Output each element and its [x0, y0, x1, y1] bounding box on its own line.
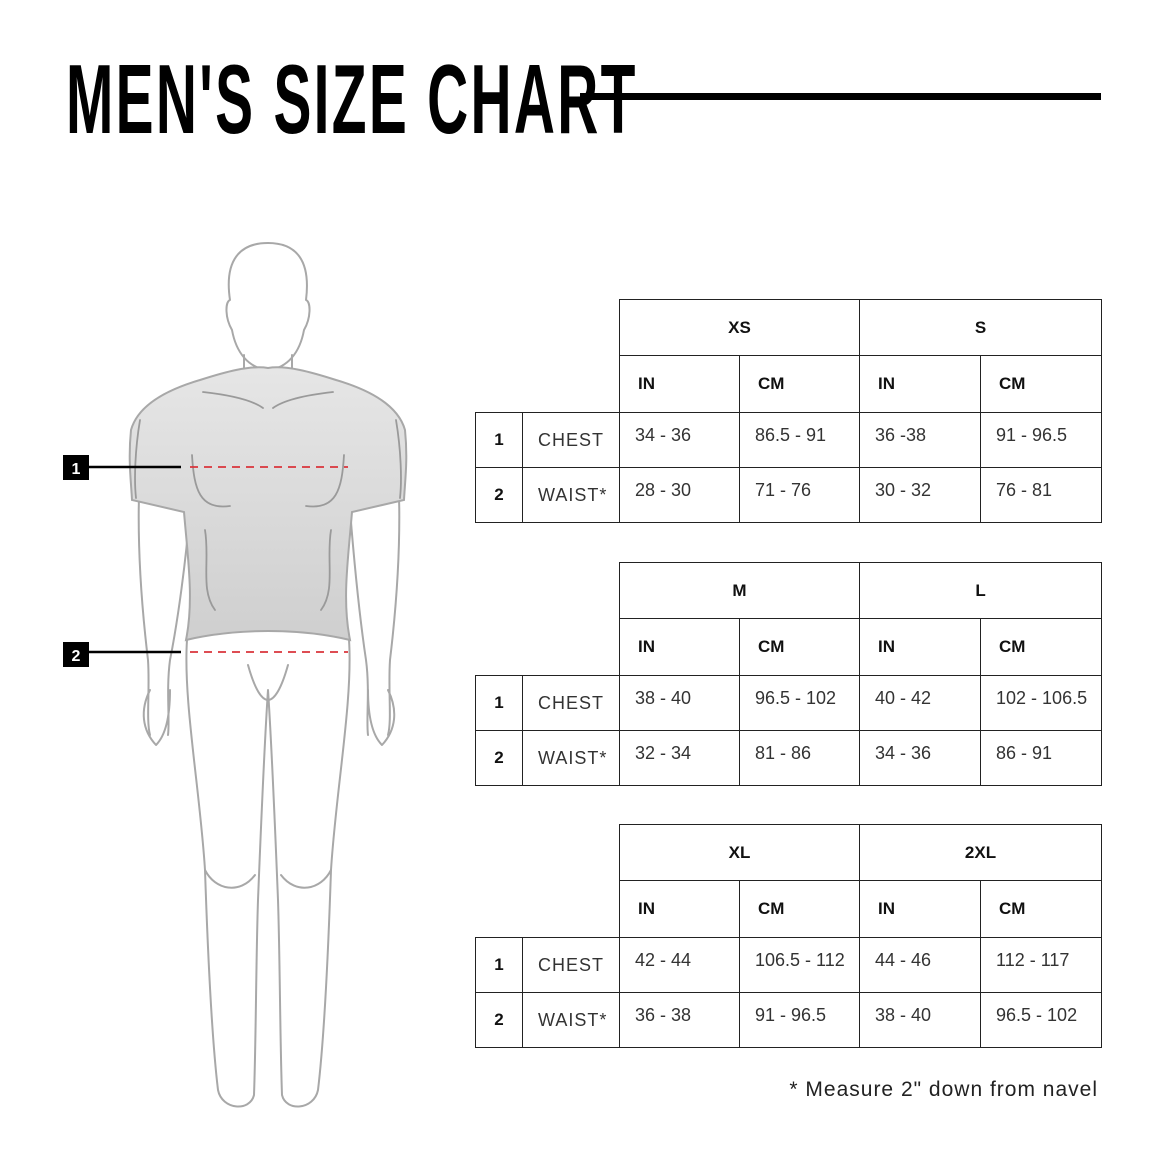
shirt [128, 366, 408, 642]
marker-2-label: 2 [72, 648, 81, 665]
size-header: XS [619, 299, 860, 356]
size-table-m-l: M L IN CM IN CM 1 CHEST 38 - 40 96.5 - 102 40 - 42… [475, 562, 1103, 786]
size-header: M [618, 562, 861, 619]
measurement-cell: 76 - 81 [980, 467, 1102, 523]
title-rule [580, 93, 1101, 100]
measurement-cell: 38 - 40 [859, 992, 982, 1048]
measurement-cell: 106.5 - 112 [738, 937, 861, 993]
legs [185, 639, 351, 1108]
size-header: XL [618, 824, 861, 881]
marker-1-box [63, 455, 89, 480]
size-header: L [859, 562, 1103, 619]
measurement-cell: 96.5 - 102 [980, 992, 1103, 1048]
row-label: CHEST [522, 937, 620, 993]
marker-2-box [63, 642, 89, 667]
row-number: 1 [475, 412, 523, 468]
table-row: 2 WAIST* 28 - 30 71 - 76 30 - 32 76 - 81 [475, 467, 1102, 523]
row-number: 2 [475, 992, 523, 1048]
row-label: CHEST [522, 675, 620, 731]
measurement-cell: 34 - 36 [859, 730, 982, 786]
measurement-cell: 91 - 96.5 [738, 992, 861, 1048]
table-row: 1 CHEST 38 - 40 96.5 - 102 40 - 42 102 - 106.… [475, 675, 1103, 731]
table-row: 1 CHEST 42 - 44 106.5 - 112 44 - 46 112 - 117 [475, 937, 1103, 993]
body-figure: 1 2 [63, 242, 408, 1108]
table-row: 2 WAIST* 32 - 34 81 - 86 34 - 36 86 - 91 [475, 730, 1103, 786]
row-label: WAIST* [522, 467, 620, 523]
blank-cell [476, 881, 620, 938]
blank-cell [476, 619, 620, 676]
size-header: S [859, 299, 1102, 356]
blank-cell [476, 563, 620, 619]
measurement-cell: 28 - 30 [619, 467, 740, 523]
blank-cell [476, 356, 620, 413]
unit-header: CM [738, 880, 861, 938]
measurement-cell: 71 - 76 [739, 467, 860, 523]
unit-header: CM [980, 618, 1103, 676]
row-label: WAIST* [522, 992, 620, 1048]
row-number: 1 [475, 675, 523, 731]
unit-header: IN [619, 355, 740, 413]
table-row: 1 CHEST 34 - 36 86.5 - 91 36 -38 91 - 96.5 [475, 412, 1102, 468]
row-label: CHEST [522, 412, 620, 468]
measurement-cell: 96.5 - 102 [738, 675, 861, 731]
measurement-cell: 36 - 38 [619, 992, 740, 1048]
blank-cell [476, 300, 620, 356]
footnote: * Measure 2" down from navel [789, 1078, 1098, 1101]
size-table-xl-2xl: XL 2XL IN CM IN CM 1 CHEST 42 - 44 106.5 - 112 44 … [475, 824, 1103, 1048]
blank-cell [476, 825, 620, 881]
size-header: 2XL [859, 824, 1103, 881]
unit-header: CM [980, 880, 1103, 938]
measurement-cell: 40 - 42 [859, 675, 982, 731]
measurement-cell: 44 - 46 [859, 937, 982, 993]
measurement-cell: 86 - 91 [980, 730, 1103, 786]
unit-header: IN [619, 880, 740, 938]
unit-header: CM [980, 355, 1102, 413]
head-outline [225, 242, 311, 371]
measurement-cell: 86.5 - 91 [739, 412, 860, 468]
measurement-cell: 34 - 36 [619, 412, 740, 468]
measurement-cell: 112 - 117 [980, 937, 1103, 993]
measurement-cell: 102 - 106.5 [980, 675, 1103, 731]
size-table-xs-s: XS S IN CM IN CM 1 CHEST 34 - 36 86.5 - 91 36 -38 9… [475, 299, 1102, 523]
row-number: 2 [475, 467, 523, 523]
page-title: MEN'S SIZE CHART [66, 44, 638, 154]
unit-header: IN [619, 618, 740, 676]
measurement-cell: 32 - 34 [619, 730, 740, 786]
marker-1-label: 1 [72, 461, 81, 478]
unit-header: IN [859, 880, 982, 938]
measurement-cell: 38 - 40 [619, 675, 740, 731]
measurement-cell: 36 -38 [859, 412, 981, 468]
row-number: 2 [475, 730, 523, 786]
unit-header: CM [739, 355, 860, 413]
right-arm [349, 469, 401, 736]
measurement-cell: 42 - 44 [619, 937, 740, 993]
unit-header: IN [859, 355, 981, 413]
row-number: 1 [475, 937, 523, 993]
measurement-cell: 30 - 32 [859, 467, 981, 523]
measurement-cell: 91 - 96.5 [980, 412, 1102, 468]
table-row: 2 WAIST* 36 - 38 91 - 96.5 38 - 40 96.5 - 102 [475, 992, 1103, 1048]
measurement-cell: 81 - 86 [738, 730, 861, 786]
row-label: WAIST* [522, 730, 620, 786]
unit-header: IN [859, 618, 982, 676]
unit-header: CM [738, 618, 861, 676]
